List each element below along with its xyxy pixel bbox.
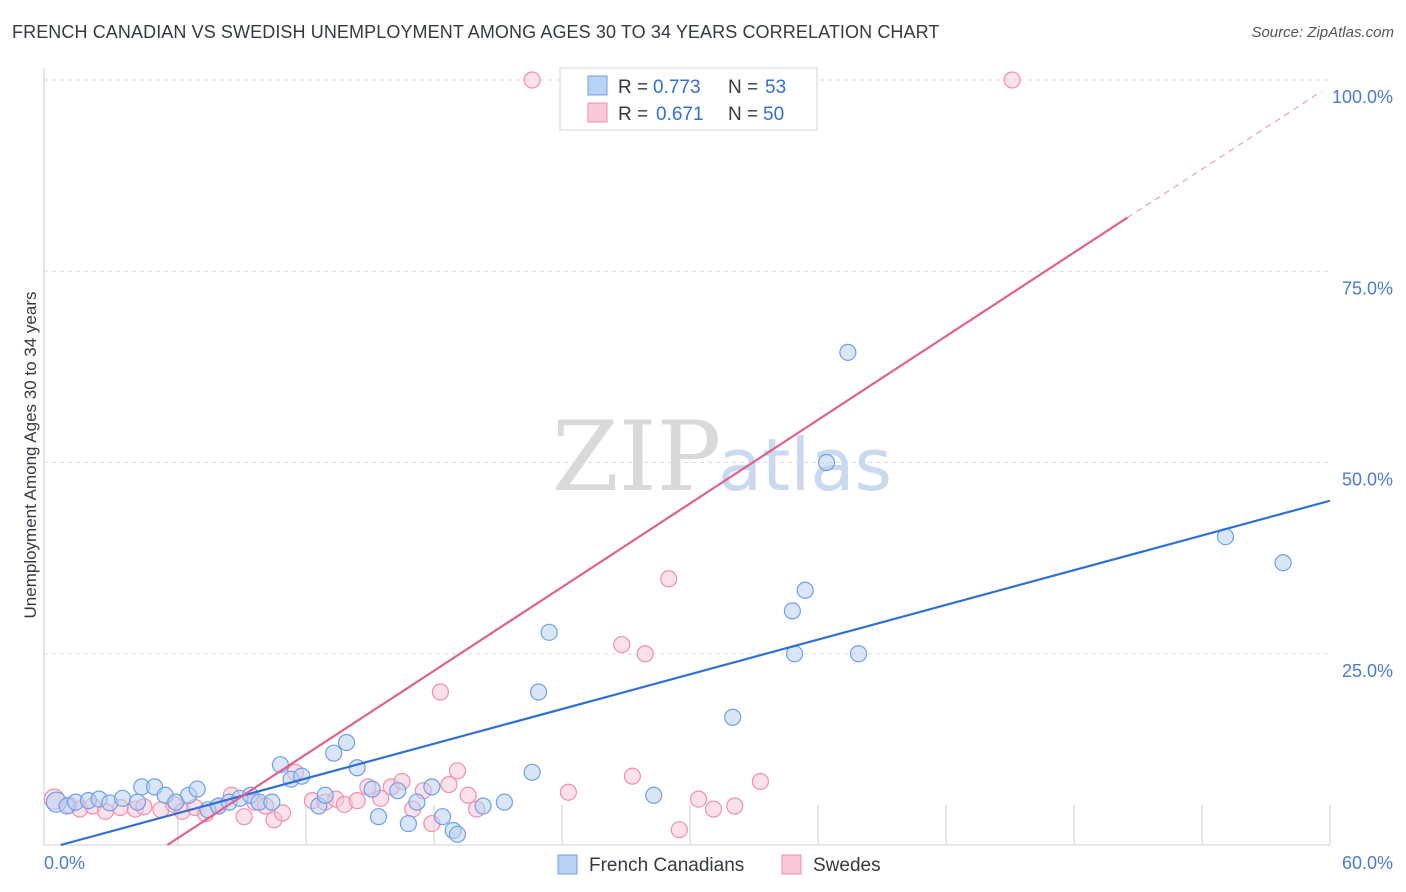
french-canadians-point	[369, 808, 388, 826]
y-tick-label: 100.0%	[1332, 87, 1393, 107]
french-canadians-point	[1274, 554, 1292, 572]
french-canadians-point	[540, 623, 558, 641]
swedes-point	[613, 635, 631, 654]
source-credit: Source: ZipAtlas.com	[1251, 24, 1394, 41]
data-points	[43, 71, 1292, 843]
swedes-point	[431, 683, 449, 701]
series-legend: French Canadians Swedes	[557, 854, 881, 876]
tick-labels: 25.0% 50.0% 75.0% 100.0% 0.0% 60.0%	[44, 87, 1393, 873]
french-canadians-point	[399, 814, 417, 833]
legend-r-label-2: R =	[618, 104, 648, 125]
french-canadians-point	[363, 780, 381, 798]
watermark-zip: ZIP	[552, 401, 721, 513]
legend-r-value-1: 0.773	[653, 77, 701, 98]
swedes-point	[448, 762, 467, 780]
french-canadians-trend-line	[60, 499, 1331, 847]
swedes-point	[559, 783, 578, 801]
french-canadians-point	[113, 789, 132, 807]
y-tick-label: 25.0%	[1342, 661, 1393, 681]
french-canadians-point	[263, 793, 281, 811]
french-canadians-point	[448, 825, 467, 843]
french-canadians-point	[724, 708, 742, 726]
swedes-point	[670, 821, 688, 839]
legend-swatch-french-canadians	[587, 75, 608, 96]
french-canadians-point	[433, 808, 452, 826]
swedes-point	[623, 767, 642, 785]
series-swatch-french-canadians	[557, 854, 578, 875]
swedes-point	[348, 792, 366, 810]
watermark-atlas: atlas	[718, 423, 892, 507]
french-canadians-point	[529, 683, 548, 701]
french-canadians-point	[316, 786, 334, 804]
french-canadians-point	[128, 793, 147, 811]
french-canadians-point	[817, 453, 836, 472]
x-tick-label: 0.0%	[44, 853, 85, 873]
legend-r-label-1: R =	[618, 77, 648, 98]
french-canadians-point	[495, 793, 513, 811]
series-label-swedes: Swedes	[813, 855, 881, 876]
french-canadians-point	[849, 645, 868, 663]
swedes-point	[689, 790, 708, 808]
french-canadians-point	[783, 602, 802, 620]
french-canadians-point	[796, 581, 814, 599]
swedes-point	[459, 786, 477, 804]
legend-n-label-2: N =	[728, 104, 758, 125]
series-swatch-swedes	[781, 854, 802, 875]
swedes-trend-line	[166, 216, 1128, 846]
x-tick-label: 60.0%	[1342, 853, 1393, 873]
swedes-point	[235, 808, 253, 826]
swedes-point	[636, 645, 654, 663]
french-canadians-point	[423, 778, 441, 796]
legend-swatch-swedes	[587, 102, 608, 123]
swedes-trend-extension	[1127, 90, 1322, 219]
legend-box: R = 0.773 N = 53 R = 0.671 N = 50	[559, 67, 818, 131]
y-axis-label: Unemployment Among Ages 30 to 34 years	[21, 292, 40, 619]
french-canadians-point	[839, 343, 857, 361]
swedes-point	[440, 775, 458, 794]
french-canadians-point	[408, 793, 426, 811]
swedes-point	[273, 804, 292, 822]
swedes-point	[751, 772, 770, 791]
axes	[43, 68, 1330, 846]
chart-title: FRENCH CANADIAN VS SWEDISH UNEMPLOYMENT …	[12, 22, 940, 42]
series-label-french-canadians: French Canadians	[589, 855, 744, 876]
watermark: ZIP atlas	[552, 401, 892, 513]
legend-n-label-1: N =	[728, 77, 758, 98]
swedes-point	[660, 570, 678, 588]
legend-r-value-2: 0.671	[656, 104, 704, 125]
french-canadians-point	[523, 763, 541, 781]
y-tick-label: 50.0%	[1342, 470, 1393, 490]
swedes-point	[726, 797, 744, 815]
french-canadians-point	[474, 797, 492, 815]
y-tick-label: 75.0%	[1342, 278, 1393, 298]
legend-n-value-1: 53	[765, 77, 786, 98]
swedes-point	[523, 71, 541, 89]
french-canadians-point	[645, 786, 663, 804]
swedes-point	[1003, 71, 1021, 89]
french-canadians-point	[337, 733, 356, 752]
french-canadians-point	[188, 780, 206, 798]
trend-lines	[60, 90, 1331, 847]
swedes-point	[704, 800, 723, 818]
french-canadians-point	[389, 782, 407, 800]
legend-n-value-2: 50	[763, 104, 784, 125]
french-canadians-point	[325, 744, 343, 762]
